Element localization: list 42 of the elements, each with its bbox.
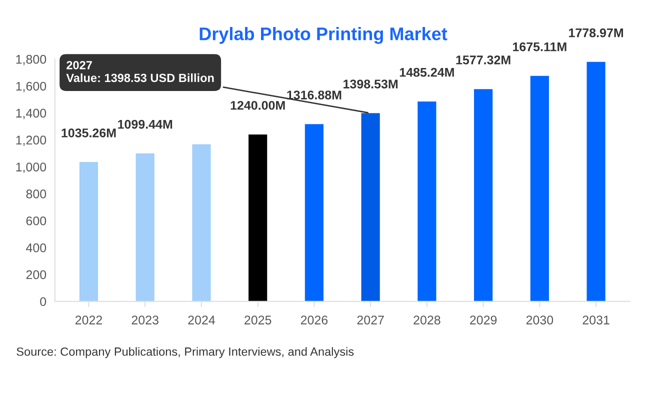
y-tick-label: 600 (26, 216, 46, 226)
y-tick-label: 0 (40, 297, 46, 306)
bar (136, 153, 154, 302)
y-tick-label: 800 (26, 190, 46, 198)
x-tick-label: 2025 (244, 316, 272, 324)
chart-title: Drylab Photo Printing Market (200, 27, 448, 44)
data-label: 1778.97M (569, 28, 623, 38)
bar (304, 124, 324, 302)
x-tick-label: 2027 (357, 316, 384, 324)
data-label: 1675.11M (513, 42, 566, 52)
y-tick-label: 1,400 (16, 108, 46, 120)
bar (361, 113, 380, 302)
y-tick-label: 400 (26, 243, 46, 252)
y-tick-label: 200 (26, 270, 46, 280)
bar (248, 134, 268, 302)
x-tick-label: 2031 (582, 316, 610, 324)
y-tick-label: 1,600 (16, 82, 46, 92)
x-tick-label: 2028 (414, 316, 440, 324)
x-tick-label: 2023 (132, 316, 158, 324)
bar (474, 89, 493, 302)
x-tick-label: 2024 (188, 316, 216, 324)
bar (79, 162, 98, 302)
data-label: 1577.32M (456, 56, 510, 64)
bar (192, 144, 211, 302)
bar (418, 101, 436, 302)
bar (530, 76, 549, 302)
data-label: 1099.44M (118, 120, 172, 129)
data-label: 1035.26M (62, 128, 116, 138)
annotation: 2027 Value: 1398.53 USD Billion (66, 61, 214, 82)
data-label: 1485.24M (400, 68, 454, 77)
y-tick-label: 1,800 (16, 54, 46, 66)
y-tick-label: 1,000 (16, 162, 46, 173)
source-note: Source: Company Publications, Primary Interviews, and Analysis (16, 347, 354, 358)
data-label: 1398.53M (344, 80, 398, 88)
x-tick-label: 2022 (75, 316, 102, 324)
bar (586, 62, 606, 302)
y-tick-label: 1,200 (16, 136, 46, 146)
x-tick-label: 2029 (470, 316, 497, 324)
data-label: 1316.88M (287, 90, 342, 100)
x-tick-label: 2030 (526, 316, 554, 324)
x-tick-label: 2026 (300, 316, 328, 324)
data-label: 1240.00M (230, 100, 285, 110)
